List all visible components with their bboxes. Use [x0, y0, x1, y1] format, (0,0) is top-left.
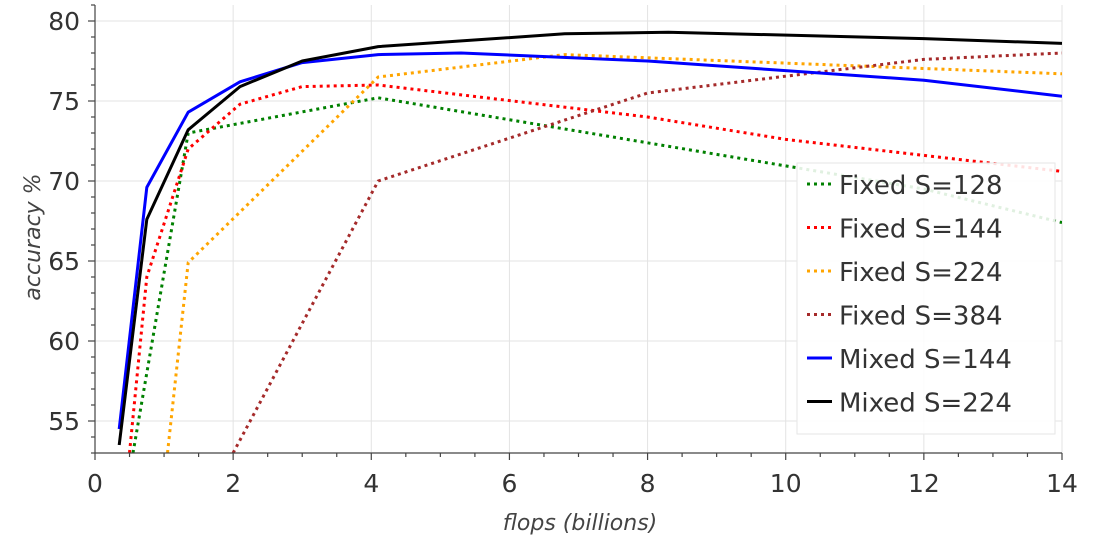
y-tick-label: 75	[48, 87, 80, 116]
series-line-mixed-s-144	[117, 51, 1062, 430]
axes: 0 2 4 6 8 10 12 14 55 60 65 70 75 80	[48, 4, 1078, 498]
x-tick-label: 0	[87, 469, 103, 498]
series-line-mixed-s-224	[117, 30, 1062, 446]
y-tick-label: 65	[48, 247, 80, 276]
series-line-fixed-s-384	[231, 51, 1062, 453]
x-tick-label: 10	[770, 469, 802, 498]
legend-box	[796, 162, 1056, 435]
x-axis-label: flops (billions)	[503, 511, 658, 536]
y-tick-label: 55	[48, 407, 80, 436]
x-tick-label: 2	[225, 469, 241, 498]
legend-entry: Fixed S=224	[839, 258, 1003, 288]
y-tick-label: 70	[48, 167, 80, 196]
legend-entry: Mixed S=224	[839, 389, 1012, 419]
legend-entry: Fixed S=384	[839, 302, 1003, 332]
legend-entry: Fixed S=128	[839, 171, 1003, 201]
x-tick-label: 14	[1046, 469, 1078, 498]
y-tick-label: 80	[48, 7, 80, 36]
y-tick-label: 60	[48, 327, 80, 356]
x-tick-label: 8	[640, 469, 656, 498]
plot-area	[117, 30, 1062, 453]
legend-entry: Fixed S=144	[839, 215, 1003, 245]
x-tick-label: 4	[363, 469, 379, 498]
x-tick-label: 12	[908, 469, 940, 498]
legend: Fixed S=128 Fixed S=144 Fixed S=224 Fixed S…	[796, 162, 1056, 435]
legend-entry: Mixed S=144	[839, 345, 1012, 375]
x-tick-label: 6	[501, 469, 517, 498]
y-axis-label: accuracy %	[21, 173, 46, 300]
series-line-fixed-s-224	[166, 53, 1062, 453]
